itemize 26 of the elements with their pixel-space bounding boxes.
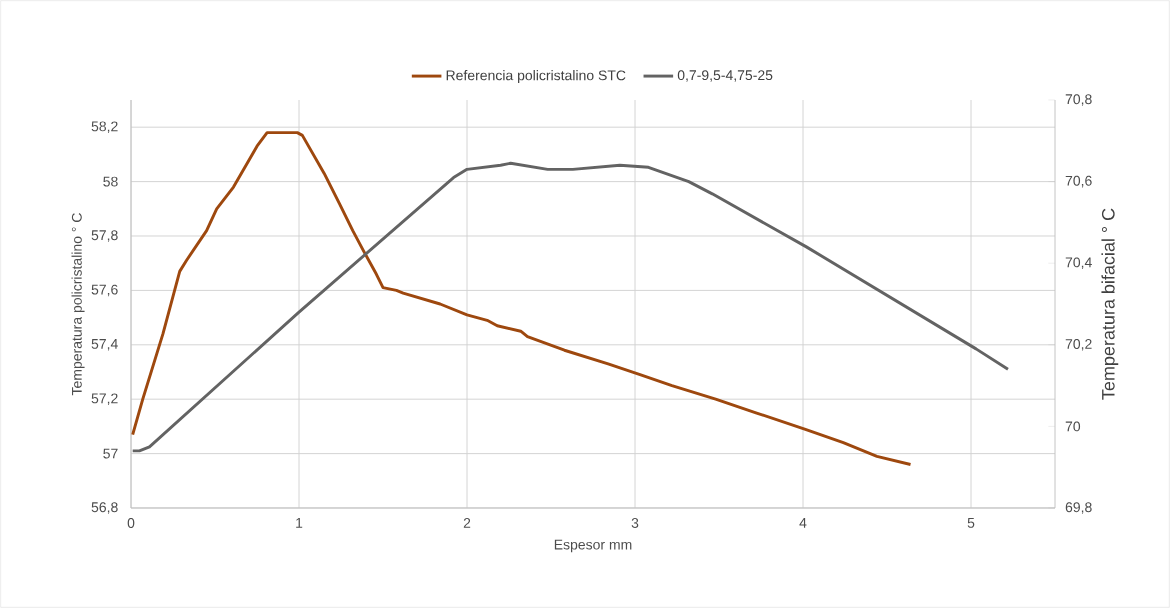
- x-tick-label: 2: [463, 518, 471, 528]
- y2-axis-title: Temperatura bifacial ° C: [1101, 208, 1119, 400]
- y-axis-title: Temperatura policristalino ° C: [71, 213, 85, 396]
- legend-label: 0,7-9,5-4,75-25: [677, 70, 773, 82]
- x-tick-label: 0: [127, 518, 135, 528]
- y2-tick-label: 70: [1065, 421, 1081, 432]
- y2-tick-label: 69,8: [1065, 502, 1092, 514]
- y-tick-label: 58,2: [91, 121, 118, 133]
- y-tick-label: 56,8: [91, 502, 118, 514]
- y-tick-label: 57,8: [91, 230, 118, 242]
- x-tick-label: 4: [799, 518, 807, 528]
- y-tick-label: 57,6: [91, 284, 118, 297]
- x-tick-label: 1: [296, 518, 303, 528]
- y2-tick-label: 70,8: [1065, 94, 1092, 106]
- y2-tick-label: 70,4: [1065, 257, 1092, 269]
- y2-tick-label: 70,2: [1065, 339, 1092, 351]
- x-tick-label: 3: [631, 518, 639, 528]
- y-tick-label: 58: [103, 176, 118, 187]
- line-series: [131, 161, 1010, 453]
- legend-label: Referencia policristalino STC: [446, 70, 626, 84]
- x-axis-title: Espesor mm: [554, 539, 632, 553]
- y-tick-label: 57,4: [91, 339, 118, 351]
- y2-tick-label: 70,6: [1065, 175, 1092, 188]
- y-tick-label: 57: [103, 448, 118, 459]
- x-tick-label: 5: [967, 518, 975, 528]
- y-tick-label: 57,2: [91, 393, 118, 405]
